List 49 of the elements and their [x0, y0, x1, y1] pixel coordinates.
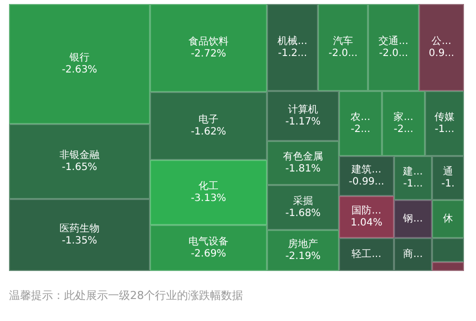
- category-label: 轻工...: [352, 248, 382, 260]
- data-label: 0.9...: [428, 48, 454, 60]
- data-label: -2.69%: [190, 248, 226, 260]
- category-label: 钢...: [402, 214, 423, 225]
- category-label: 非银金融: [60, 149, 100, 162]
- data-label: -1.35%: [62, 236, 98, 247]
- data-label: -1.68%: [285, 208, 321, 220]
- data-label: -0.99...: [348, 176, 384, 188]
- category-label: 机械...: [278, 35, 308, 48]
- data-label: -1.81%: [285, 164, 321, 175]
- category-label: 商...: [403, 248, 423, 260]
- data-label: -2.0...: [328, 48, 358, 60]
- text: 温馨提示：此处展示一级28个行业的涨跌幅数据: [9, 288, 243, 303]
- category-label: 公...: [432, 35, 452, 48]
- data-label: -2...: [394, 124, 414, 136]
- category-label: 交通...: [378, 35, 408, 48]
- category-label: 房地产: [288, 238, 318, 250]
- category-label: 医药生物: [60, 222, 100, 235]
- data-label: -1.: [441, 178, 455, 190]
- category-label: 有色金属: [283, 150, 323, 163]
- category-label: 家...: [394, 111, 414, 124]
- category-label: 采掘: [293, 195, 313, 208]
- category-label: 建...: [402, 166, 423, 178]
- data-label: -1.65%: [62, 162, 98, 174]
- data-label: -2.72%: [190, 48, 226, 60]
- category-label: 通: [443, 166, 453, 178]
- data-label: -1...: [403, 178, 423, 190]
- category-label: 国防...: [352, 204, 382, 217]
- category-label: 农...: [350, 112, 370, 124]
- category-label: 食品饮料: [188, 36, 228, 48]
- category-label: 传媒: [434, 112, 454, 124]
- category-label: 建筑...: [350, 164, 382, 176]
- data-label: -1.17%: [285, 116, 321, 128]
- data-label: -1.62%: [190, 126, 226, 138]
- data-label: -2.19%: [285, 251, 321, 262]
- data-label: -1.2...: [278, 48, 308, 60]
- data-label: -2.0...: [378, 48, 408, 60]
- category-label: 汽车: [333, 35, 353, 48]
- category-label: 银行: [68, 52, 90, 64]
- category-label: 电子: [198, 114, 218, 126]
- category-label: 计算机: [288, 104, 318, 116]
- category-label: 电气设备: [188, 236, 228, 248]
- data-label: -2.63%: [62, 64, 98, 76]
- data-label: -3.13%: [190, 193, 226, 204]
- data-label: -1...: [434, 124, 454, 136]
- category-label: 化工: [198, 180, 218, 192]
- data-label: 1.04%: [350, 218, 382, 229]
- category-label: 休: [443, 214, 453, 225]
- data-label: -2...: [350, 124, 370, 136]
